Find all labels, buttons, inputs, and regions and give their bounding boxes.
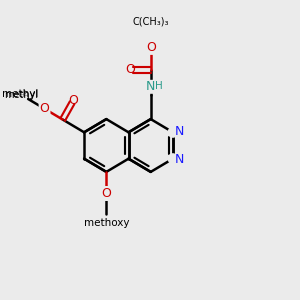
Text: methyl: methyl bbox=[26, 98, 31, 100]
Text: O: O bbox=[40, 102, 50, 115]
Circle shape bbox=[168, 128, 178, 137]
Text: N: N bbox=[175, 125, 184, 138]
Text: C(CH₃)₃: C(CH₃)₃ bbox=[133, 16, 169, 26]
Text: methyl: methyl bbox=[24, 95, 28, 96]
Text: O: O bbox=[146, 41, 156, 54]
Text: methyl: methyl bbox=[4, 90, 38, 100]
Text: methyl: methyl bbox=[2, 89, 39, 99]
Text: N: N bbox=[175, 153, 184, 166]
Text: O: O bbox=[68, 94, 78, 107]
Text: methyl: methyl bbox=[20, 94, 24, 96]
Text: N: N bbox=[146, 80, 155, 93]
Text: methoxy: methoxy bbox=[84, 218, 129, 228]
Text: O: O bbox=[125, 63, 135, 76]
Circle shape bbox=[134, 9, 167, 44]
Text: O: O bbox=[102, 187, 112, 200]
Text: methoxy_label: methoxy_label bbox=[101, 219, 112, 221]
Text: methyl: methyl bbox=[20, 94, 24, 95]
Circle shape bbox=[168, 154, 178, 164]
Text: methyl: methyl bbox=[104, 219, 109, 220]
Text: H: H bbox=[155, 81, 163, 91]
